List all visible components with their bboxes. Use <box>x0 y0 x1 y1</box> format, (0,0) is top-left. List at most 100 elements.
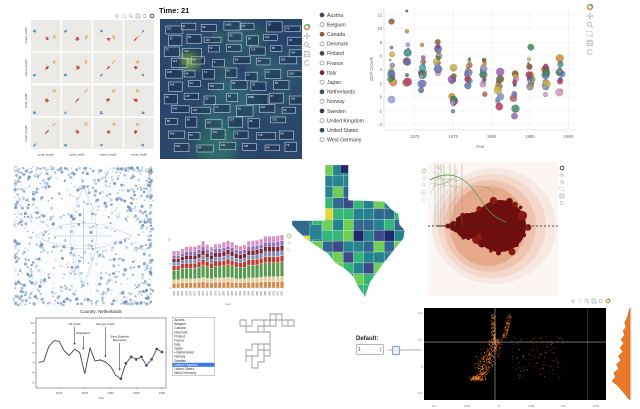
legend-item-west-germany[interactable]: West Germany <box>319 137 362 144</box>
stacked-bar-panel[interactable]: 0 5 10 1966 1967 1968 1969 1970 1971 1972 1973 1974… <box>162 226 296 308</box>
slider-track[interactable] <box>388 349 422 351</box>
legend-item-netherlands[interactable]: Netherlands <box>319 89 355 96</box>
stacked-pan-icon[interactable] <box>286 240 292 246</box>
life-save-icon[interactable] <box>303 50 311 58</box>
slider-thumb[interactable] <box>392 346 400 355</box>
sonar-canvas[interactable]: 0.2 0.1 0 -0.1 -0.1 -0.05 0 0.05 0.1 0.15 <box>414 306 640 409</box>
mandelbrot-zoom-icon[interactable] <box>559 179 565 185</box>
legend-item-belgium[interactable]: Belgium <box>319 22 346 28</box>
svg-text:143: 143 <box>290 97 295 101</box>
life-pan-icon[interactable] <box>303 32 311 40</box>
spinner-arrows-icon[interactable]: ▲ ▼ <box>379 345 382 353</box>
country-select-canvas[interactable]: Austria Belgium Canada Denmark Finland France… <box>172 317 215 381</box>
legend-item-canada[interactable]: Canada <box>319 31 345 38</box>
blue_fractal-pan-icon[interactable] <box>147 176 153 182</box>
sonar-lasso-icon[interactable] <box>577 298 583 304</box>
life-heatmap-panel[interactable]: Time: 21 537 71 98 1480 87 29 76 97 84 132 93 80 112… <box>154 6 321 172</box>
select-option-belgium[interactable]: Belgium <box>174 322 186 326</box>
legend-item-united-kingdom[interactable]: United Kingdom <box>319 118 364 124</box>
mandelbrot-reset-icon[interactable] <box>559 200 565 206</box>
splom-reset-icon[interactable] <box>142 13 148 19</box>
sonar-zoom-icon[interactable] <box>584 298 590 304</box>
splom-pan-icon[interactable] <box>114 13 120 19</box>
sonar-reset-icon[interactable] <box>598 298 604 304</box>
select-option-united-kingdom[interactable]: United Kingdom <box>172 362 215 367</box>
mandelbrot-canvas[interactable] <box>428 162 558 301</box>
texas-save-icon[interactable] <box>421 189 427 195</box>
splom-panel[interactable]: petal_length petal_width sepal_length sepal… <box>16 8 158 166</box>
stacked-bar-canvas[interactable]: 0 5 10 1966 1967 1968 1969 1970 1971 1972 1973 1974… <box>162 226 296 313</box>
svg-text:1970: 1970 <box>410 134 420 139</box>
select-option-finland[interactable]: Finland <box>174 334 185 338</box>
texas-reset-icon[interactable] <box>421 196 427 202</box>
legend-item-france[interactable]: France <box>319 60 343 67</box>
blue-fractal-panel[interactable] <box>11 164 159 311</box>
sonar-scan-panel[interactable]: 0.2 0.1 0 -0.1 -0.1 -0.05 0 0.05 0.1 0.15 <box>414 298 640 409</box>
select-option-denmark[interactable]: Denmark <box>174 330 188 334</box>
gdp-pan-icon[interactable] <box>586 12 594 20</box>
select-option-sweden[interactable]: Sweden <box>174 359 186 363</box>
legend-item-united-states[interactable]: United States <box>319 127 359 134</box>
country-select-list[interactable]: Austria Belgium Canada Denmark Finland France… <box>172 317 215 376</box>
value-spinner[interactable]: 1 ▲ ▼ <box>356 344 384 355</box>
mandelbrot-save-icon[interactable] <box>559 193 565 199</box>
sonar-save-icon[interactable] <box>591 298 597 304</box>
svg-text:1480: 1480 <box>225 22 232 26</box>
legend-item-norway[interactable]: Norway <box>319 99 345 105</box>
blue_fractal-save-icon[interactable] <box>147 190 153 196</box>
mandelbrot-panel[interactable] <box>426 160 568 298</box>
select-option-austria[interactable]: Austria <box>174 318 184 322</box>
svg-text:1980: 1980 <box>487 134 497 139</box>
select-option-canada[interactable]: Canada <box>174 326 186 330</box>
sonar-pan-icon[interactable] <box>570 298 576 304</box>
netherlands-line-panel[interactable]: Country: Netherlands -2 0 2 4 6 8 10 1970 1975 198… <box>22 306 170 406</box>
select-option-united-states[interactable]: United States <box>174 367 194 371</box>
select-option-france[interactable]: France <box>174 338 184 342</box>
splom-save-icon[interactable] <box>135 13 141 19</box>
select-option-norway[interactable]: Norway <box>174 355 186 359</box>
svg-text:0: 0 <box>498 404 500 408</box>
select-option-netherlands[interactable]: • Netherlands <box>174 351 194 355</box>
splom-zoom-icon[interactable] <box>128 13 134 19</box>
stacked-zoom-icon[interactable] <box>286 247 292 253</box>
gdp-reset-icon[interactable] <box>586 48 594 56</box>
blue-fractal-canvas[interactable] <box>11 164 159 311</box>
gdp-growth-panel[interactable]: 1970 1975 1980 1985 1990 -4 -2 0 2 4 6 8 10 12 GDP Gro… <box>368 0 612 162</box>
select-option-italy[interactable]: Italy <box>174 343 180 347</box>
life-zoom-icon[interactable] <box>303 41 311 49</box>
svg-text:80: 80 <box>248 36 252 40</box>
splom-canvas[interactable]: petal_length petal_width sepal_length sepal… <box>16 8 158 171</box>
legend-item-italy[interactable]: Italy <box>319 70 337 76</box>
gdp-save-icon[interactable] <box>586 39 594 47</box>
netherlands-canvas[interactable]: Country: Netherlands -2 0 2 4 6 8 10 1970 1975 198… <box>22 306 170 409</box>
legend-item-sweden[interactable]: Sweden <box>319 108 346 115</box>
texas-zoom-icon[interactable] <box>421 182 427 188</box>
texas-pan-icon[interactable] <box>421 175 427 181</box>
gdp-box-zoom-icon[interactable] <box>586 30 594 38</box>
select-option-japan[interactable]: Japan <box>174 347 183 351</box>
svg-text:546: 546 <box>170 132 175 136</box>
legend-item-austria[interactable]: Austria <box>319 12 343 19</box>
default-slider-widget[interactable]: Default: 1 ▲ ▼ <box>356 336 426 368</box>
default-slider[interactable] <box>388 345 422 355</box>
svg-text:84: 84 <box>190 133 194 137</box>
legend-item-denmark[interactable]: Denmark <box>319 41 348 48</box>
svg-text:73: 73 <box>204 70 208 74</box>
legend-item-finland[interactable]: Finland <box>319 51 344 57</box>
blue_fractal-zoom-icon[interactable] <box>147 183 153 189</box>
gdp-zoom-icon[interactable] <box>586 21 594 29</box>
legend-item-japan[interactable]: Japan <box>319 79 341 86</box>
svg-text:6: 6 <box>32 341 34 345</box>
mandelbrot-box-zoom-icon[interactable] <box>559 186 565 192</box>
gdp-canvas[interactable]: 1970 1975 1980 1985 1990 -4 -2 0 2 4 6 8 10 12 GDP Gro… <box>368 0 612 165</box>
life-reset-icon[interactable] <box>303 59 311 67</box>
life-canvas[interactable]: 537 71 98 1480 87 29 76 97 84 132 93 80 112 45 73 712 52… <box>154 13 321 172</box>
texas-canvas[interactable] <box>292 165 420 306</box>
splom-box-zoom-icon[interactable] <box>121 13 127 19</box>
svg-text:Norway: Norway <box>327 99 345 105</box>
texas-choropleth-panel[interactable] <box>290 163 432 303</box>
select-option-west-germany[interactable]: West Germany <box>174 371 196 375</box>
mandelbrot-pan-icon[interactable] <box>559 172 565 178</box>
svg-text:GDP Growth: GDP Growth <box>369 56 374 81</box>
svg-text:-0.1: -0.1 <box>417 391 423 395</box>
